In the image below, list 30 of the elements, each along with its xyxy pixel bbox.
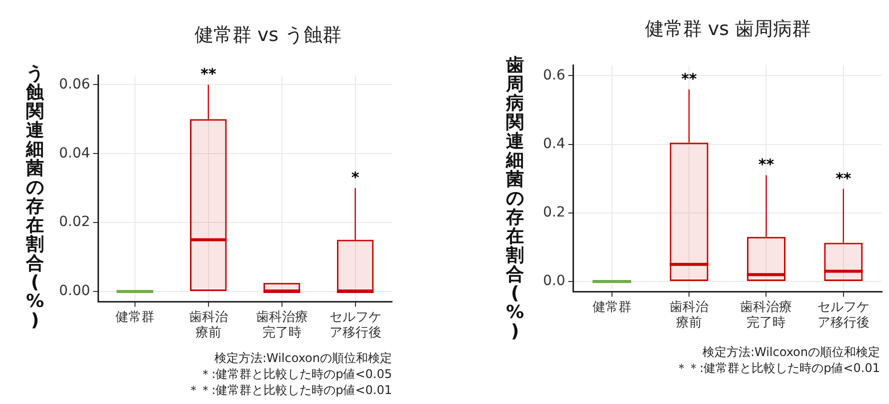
- annotation: **: [200, 65, 216, 84]
- text: ＊＊:健常群と比較した時のp値<0.01: [676, 360, 880, 376]
- x-tick-label: 歯科治療前: [188, 310, 228, 341]
- annotation: **: [758, 156, 774, 174]
- x-tick-label: 健常群: [115, 310, 154, 325]
- annotation: **: [836, 169, 852, 188]
- x-tick-label: 歯科治療前: [670, 300, 709, 331]
- text: う蝕関連細菌の存在割合(%): [26, 63, 44, 331]
- text: ＊＊:健常群と比較した時のp値<0.01: [188, 382, 392, 398]
- text: 歯周病関連細菌の存在割合(%): [506, 55, 524, 342]
- chart-title: 健常群 vs う蝕群: [193, 23, 343, 48]
- x-tick-label: 歯科治療完了時: [740, 300, 792, 331]
- y-tick-label: 0.0: [543, 273, 566, 290]
- text: 検定方法:Wilcoxonの順位和検定: [701, 344, 880, 360]
- y-tick-label: 0.4: [543, 136, 566, 152]
- y-tick-label: 0.02: [59, 214, 90, 230]
- text: 検定方法:Wilcoxonの順位和検定: [213, 350, 392, 366]
- y-tick-label: 0.00: [59, 283, 90, 300]
- chart-title: 健常群 vs 歯周病群: [644, 17, 812, 42]
- y-tick-label: 0.2: [543, 204, 566, 221]
- annotation: **: [681, 70, 698, 88]
- x-tick-label: セルフケア移行後: [817, 300, 870, 331]
- y-tick-label: 0.6: [543, 67, 566, 84]
- x-tick-label: 歯科治療完了時: [256, 310, 308, 341]
- y-tick-label: 0.04: [59, 145, 90, 162]
- annotation: *: [351, 168, 360, 186]
- y-tick-label: 0.06: [59, 76, 90, 92]
- x-tick-label: セルフケア移行後: [329, 310, 382, 341]
- text: ＊:健常群と比較した時のp値<0.05: [198, 366, 392, 382]
- x-tick-label: 健常群: [592, 300, 632, 315]
